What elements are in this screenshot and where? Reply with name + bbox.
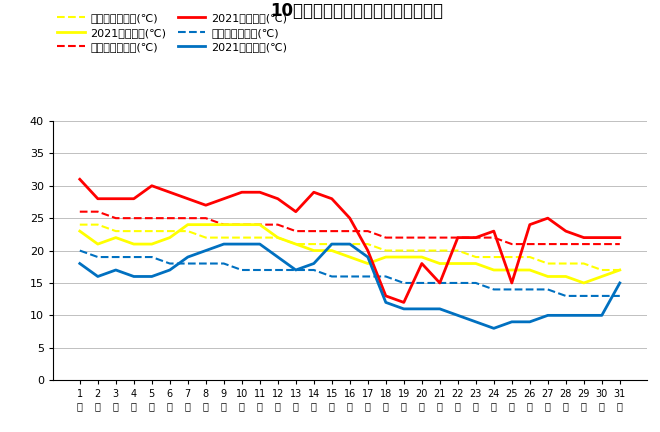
Legend: 平均気温平年値(℃), 2021平均気温(℃), 最高気温平年値(℃), 2021最高気温(℃), 最低気温平年値(℃), 2021最低気温(℃): 平均気温平年値(℃), 2021平均気温(℃), 最高気温平年値(℃), 202… [53, 9, 292, 57]
Text: 10月最高・最低・平均気温（日別）: 10月最高・最低・平均気温（日別） [270, 2, 443, 20]
